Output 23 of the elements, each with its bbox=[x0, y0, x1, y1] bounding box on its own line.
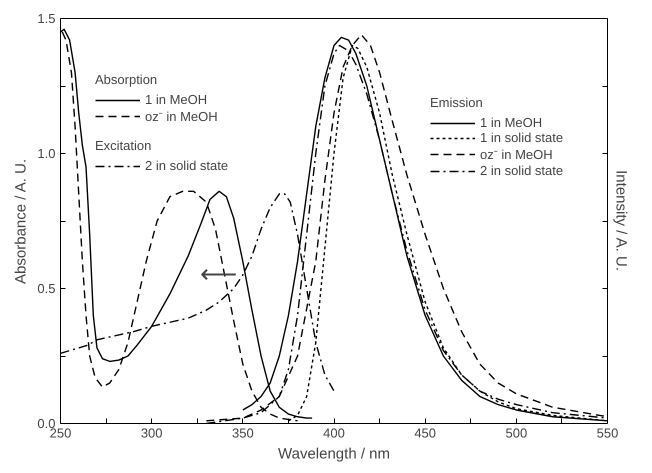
y-tick-label: 1.0 bbox=[37, 146, 56, 161]
x-tick-label: 400 bbox=[323, 426, 345, 440]
x-tick-label: 300 bbox=[140, 426, 163, 440]
legend-label: 1 in MeOH bbox=[480, 115, 542, 130]
annotation: ⟵ bbox=[200, 258, 237, 288]
legend-label: 1 in MeOH bbox=[145, 92, 208, 107]
y2-axis-title: Intensity / A. U. bbox=[612, 170, 630, 272]
legend-label: 1 in solid state bbox=[480, 130, 564, 145]
x-tick-label: 350 bbox=[232, 426, 254, 440]
x-tick-label: 450 bbox=[414, 426, 436, 440]
legend-label: oz⁻ in MeOH bbox=[145, 108, 218, 125]
y-axis-title: Absorbance / A. U. bbox=[12, 158, 30, 284]
y-tick-label: 1.5 bbox=[37, 11, 56, 26]
annotation: Emission bbox=[430, 95, 484, 110]
legend-label: 2 in solid state bbox=[145, 158, 228, 173]
legend-label: 2 in solid state bbox=[480, 163, 564, 178]
annotation: Absorption bbox=[95, 72, 158, 87]
annotation: Excitation bbox=[95, 138, 152, 153]
legend-label: oz⁻ in MeOH bbox=[480, 146, 553, 163]
x-tick-label: 500 bbox=[505, 426, 528, 440]
x-axis-title: Wavelength / nm bbox=[278, 446, 390, 462]
x-tick-label: 550 bbox=[596, 426, 618, 440]
y-tick-label: 0.5 bbox=[37, 281, 56, 296]
